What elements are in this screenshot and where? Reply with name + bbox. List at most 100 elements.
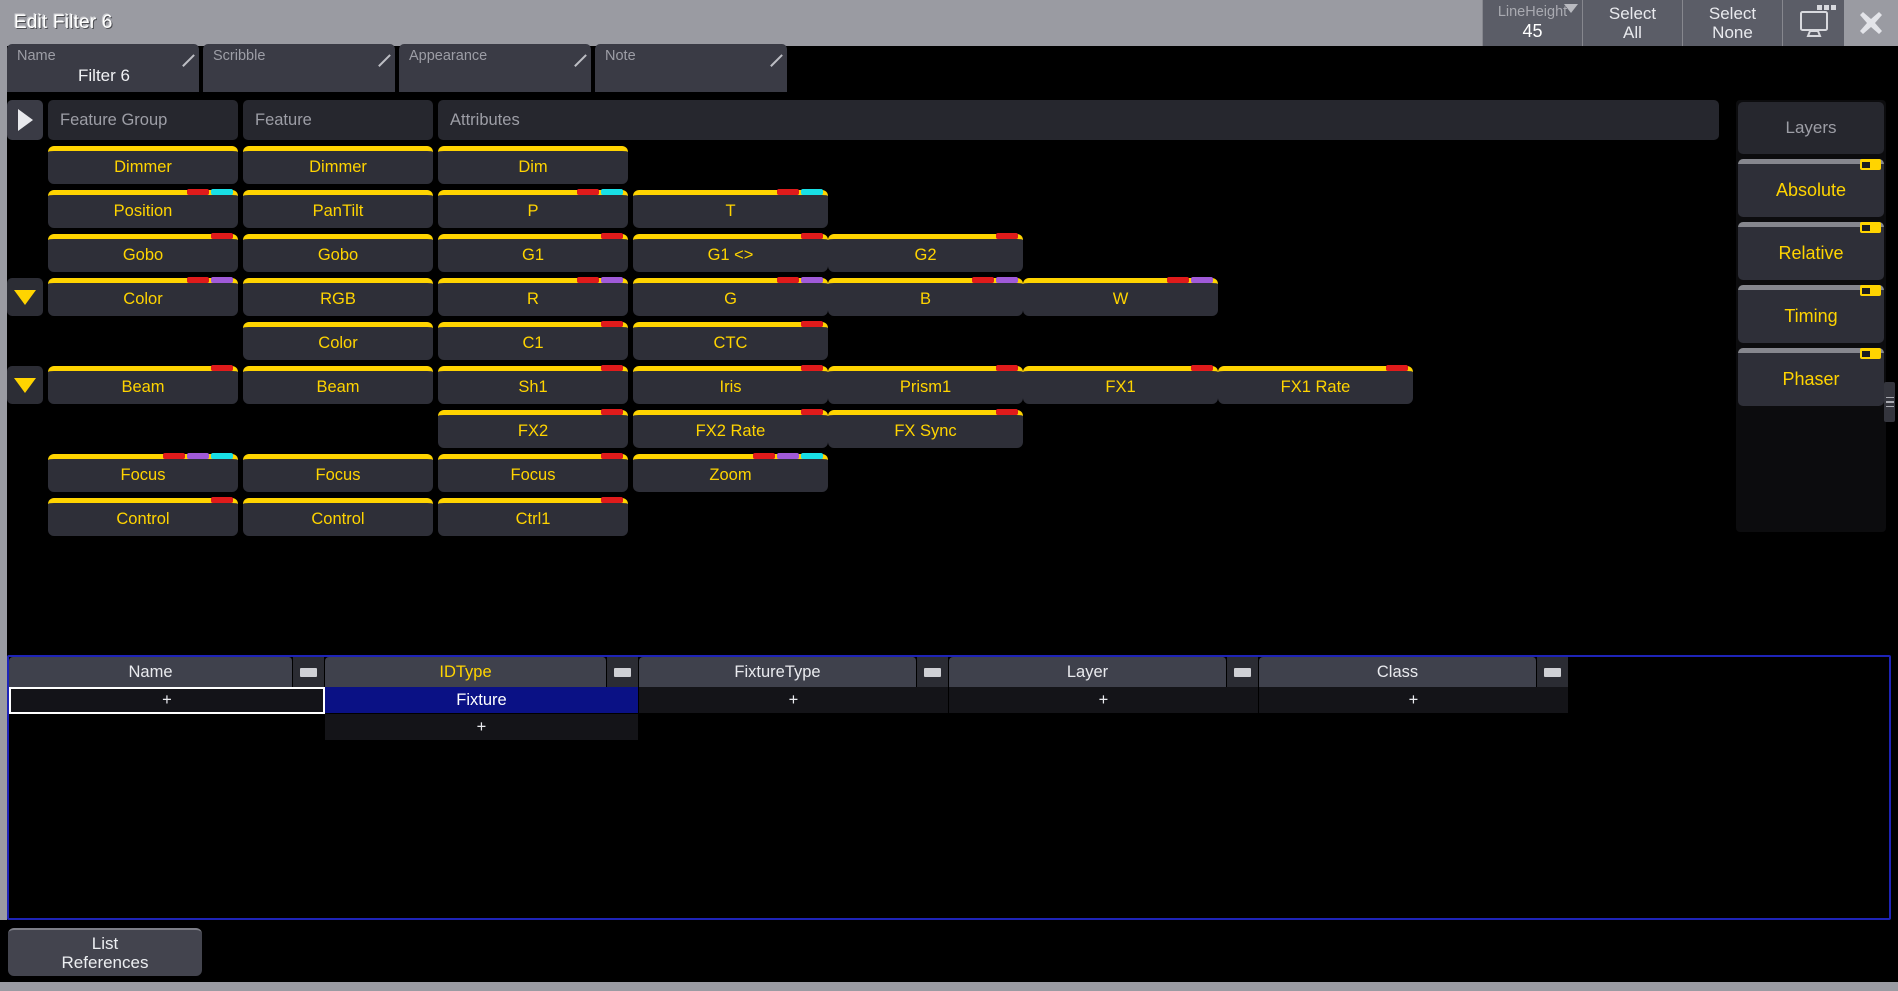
attribute-cell-beam[interactable]: Beam (48, 365, 238, 404)
status-indicator-purple (211, 277, 233, 283)
attribute-cell-label: Dimmer (309, 158, 367, 176)
attribute-cell-g2[interactable]: G2 (828, 233, 1023, 272)
field-scribble-label: Scribble (213, 48, 266, 64)
status-indicator-group (972, 277, 1018, 283)
expand-all-button[interactable] (7, 100, 43, 140)
attribute-cell-gobo[interactable]: Gobo (243, 234, 433, 272)
attribute-cell-fx-sync[interactable]: FX Sync (828, 409, 1023, 448)
column-header-attributes[interactable]: Attributes (438, 100, 1719, 140)
attribute-cell-color[interactable]: Color (243, 322, 433, 360)
attribute-cell-focus[interactable]: Focus (438, 453, 628, 492)
column-menu-button-layer[interactable] (1227, 657, 1259, 687)
column-menu-button-idtype[interactable] (607, 657, 639, 687)
attribute-cell-b[interactable]: B (828, 277, 1023, 316)
table-cell-name[interactable]: + (9, 687, 325, 714)
layer-item-absolute[interactable]: Absolute (1738, 159, 1884, 217)
attribute-cell-t[interactable]: T (633, 189, 828, 228)
table-column-header-class[interactable]: Class (1259, 657, 1537, 687)
expander-collapse-button[interactable] (7, 366, 43, 404)
table-row: + (9, 714, 1889, 741)
status-indicator-red (211, 233, 233, 239)
column-menu-button-class[interactable] (1537, 657, 1569, 687)
close-button[interactable] (1844, 0, 1898, 46)
status-indicator-purple (601, 277, 623, 283)
column-menu-button-name[interactable] (293, 657, 325, 687)
attribute-cell-iris[interactable]: Iris (633, 365, 828, 404)
grid-header-row: Feature Group Feature Attributes (7, 100, 1719, 140)
table-column-header-layer[interactable]: Layer (949, 657, 1227, 687)
table-cell-fixturetype[interactable]: + (639, 687, 949, 714)
attribute-cell-ctrl1[interactable]: Ctrl1 (438, 497, 628, 536)
table-cell-idtype[interactable]: + (325, 714, 639, 741)
column-header-feature[interactable]: Feature (243, 100, 433, 140)
table-column-header-name[interactable]: Name (9, 657, 293, 687)
field-note[interactable]: Note (595, 44, 787, 92)
status-indicator-group (996, 409, 1018, 415)
attribute-cell-color[interactable]: Color (48, 277, 238, 316)
attribute-cell-dimmer[interactable]: Dimmer (243, 146, 433, 184)
chevron-down-icon[interactable] (1564, 4, 1578, 13)
attribute-cell-fx1-rate[interactable]: FX1 Rate (1218, 365, 1413, 404)
status-indicator-cyan (211, 453, 233, 459)
layers-scroll-handle[interactable] (1884, 382, 1895, 422)
attribute-cell-zoom[interactable]: Zoom (633, 453, 828, 492)
attribute-cell-label: Dim (518, 158, 548, 176)
attribute-cell-g1[interactable]: G1 <> (633, 233, 828, 272)
attribute-cell-fx2-rate[interactable]: FX2 Rate (633, 409, 828, 448)
layer-toggle-icon[interactable] (1860, 285, 1881, 296)
status-indicator-purple (996, 277, 1018, 283)
attribute-cell-focus[interactable]: Focus (243, 454, 433, 492)
list-references-button[interactable]: List References (8, 928, 202, 976)
attribute-cell-control[interactable]: Control (243, 498, 433, 536)
attribute-cell-fx2[interactable]: FX2 (438, 409, 628, 448)
column-header-feature-group[interactable]: Feature Group (48, 100, 238, 140)
layer-item-timing[interactable]: Timing (1738, 285, 1884, 343)
table-column-header-fixturetype[interactable]: FixtureType (639, 657, 917, 687)
expander-collapse-button[interactable] (7, 278, 43, 316)
table-cell-layer[interactable]: + (949, 687, 1259, 714)
status-indicator-group (187, 189, 233, 195)
select-all-button[interactable]: Select All (1582, 0, 1682, 46)
layer-toggle-icon[interactable] (1860, 159, 1881, 170)
status-indicator-red (187, 189, 209, 195)
attribute-cell-r[interactable]: R (438, 277, 628, 316)
attribute-cell-sh1[interactable]: Sh1 (438, 365, 628, 404)
attribute-cell-control[interactable]: Control (48, 497, 238, 536)
attribute-cell-c1[interactable]: C1 (438, 321, 628, 360)
attribute-cell-position[interactable]: Position (48, 189, 238, 228)
attribute-cell-beam[interactable]: Beam (243, 366, 433, 404)
layer-item-phaser[interactable]: Phaser (1738, 348, 1884, 406)
attribute-cell-focus[interactable]: Focus (48, 453, 238, 492)
status-indicator-red (601, 453, 623, 459)
attribute-cell-g1[interactable]: G1 (438, 233, 628, 272)
lineheight-control[interactable]: LineHeight 45 (1482, 0, 1582, 46)
window-title: Edit Filter 6 (14, 12, 113, 33)
attribute-cell-fx1[interactable]: FX1 (1023, 365, 1218, 404)
layer-toggle-icon[interactable] (1860, 348, 1881, 359)
attribute-cell-label: B (919, 290, 931, 308)
attribute-cell-gobo[interactable]: Gobo (48, 233, 238, 272)
layer-toggle-icon[interactable] (1860, 222, 1881, 233)
table-cell-class[interactable]: + (1259, 687, 1569, 714)
attribute-cell-rgb[interactable]: RGB (243, 278, 433, 316)
attribute-cell-prism1[interactable]: Prism1 (828, 365, 1023, 404)
monitor-button[interactable] (1782, 0, 1844, 46)
attribute-cell-dim[interactable]: Dim (438, 146, 628, 184)
attribute-row: Gobo Gobo G1 G1 <> G2 (7, 233, 1719, 272)
table-cell-idtype[interactable]: Fixture (325, 687, 639, 714)
field-appearance[interactable]: Appearance (399, 44, 591, 92)
status-indicator-red (577, 277, 599, 283)
attribute-cell-ctc[interactable]: CTC (633, 321, 828, 360)
field-scribble[interactable]: Scribble (203, 44, 395, 92)
attribute-cell-pantilt[interactable]: PanTilt (243, 190, 433, 228)
attribute-cell-p[interactable]: P (438, 189, 628, 228)
attribute-cell-g[interactable]: G (633, 277, 828, 316)
field-name[interactable]: Name Filter 6 (7, 44, 199, 92)
select-none-button[interactable]: Select None (1682, 0, 1782, 46)
attribute-cell-dimmer[interactable]: Dimmer (48, 146, 238, 184)
attribute-cell-w[interactable]: W (1023, 277, 1218, 316)
table-column-header-idtype[interactable]: IDType (325, 657, 607, 687)
status-indicator-purple (801, 277, 823, 283)
column-menu-button-fixturetype[interactable] (917, 657, 949, 687)
layer-item-relative[interactable]: Relative (1738, 222, 1884, 280)
